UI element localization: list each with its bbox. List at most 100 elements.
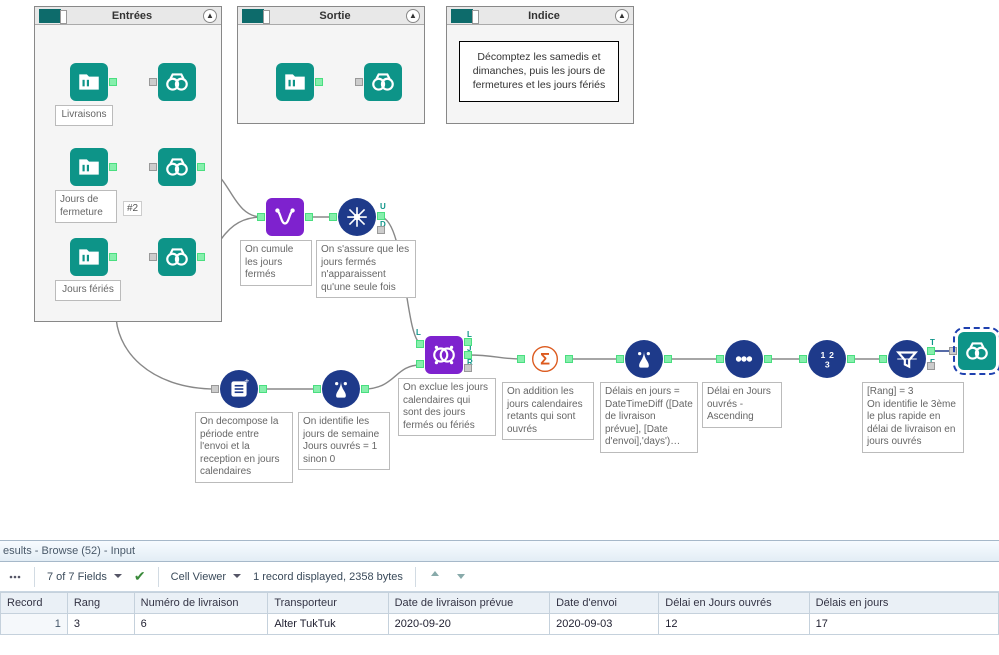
- browse-tool[interactable]: [158, 238, 196, 276]
- label-cumul: On cumule les jours fermés: [240, 240, 312, 286]
- anchor: [329, 213, 337, 221]
- anchor: [764, 355, 772, 363]
- column-header[interactable]: Date d'envoi: [550, 593, 659, 614]
- label-sum: On addition les jours calendaires retant…: [502, 382, 594, 440]
- results-table[interactable]: RecordRangNuméro de livraisonTransporteu…: [0, 592, 999, 635]
- unique-tool[interactable]: [338, 198, 376, 236]
- anchor: [416, 340, 424, 348]
- label-identify: On identifie les jours de semaine Jours …: [298, 412, 390, 470]
- cell-viewer-dropdown[interactable]: Cell Viewer: [171, 571, 241, 583]
- anchor: [109, 78, 117, 86]
- port-t: T: [930, 338, 935, 347]
- column-header[interactable]: Rang: [67, 593, 134, 614]
- anchor: [149, 163, 157, 171]
- panel-indice[interactable]: Indice ▲ Décomptez les samedis et dimanc…: [446, 6, 634, 124]
- anchor: [517, 355, 525, 363]
- panel-title: Indice: [477, 10, 611, 22]
- anchor: [109, 163, 117, 171]
- label-diff: Délais en jours = DateTimeDiff ([Date de…: [600, 382, 698, 453]
- anchor: [361, 385, 369, 393]
- generate-rows-tool[interactable]: +: [220, 370, 258, 408]
- results-toolbar: 7 of 7 Fields ✔ Cell Viewer 1 record dis…: [0, 562, 999, 592]
- anchor: [949, 347, 957, 355]
- input-tool-livraisons[interactable]: [70, 63, 108, 101]
- label-unique: On s'assure que les jours fermés n'appar…: [316, 240, 416, 298]
- label-feries: Jours fériés: [55, 280, 121, 301]
- record-id-tool[interactable]: 123: [808, 340, 846, 378]
- panel-title: Entrées: [65, 10, 199, 22]
- column-header[interactable]: Date de livraison prévue: [388, 593, 550, 614]
- column-header[interactable]: Transporteur: [268, 593, 388, 614]
- anchor: [197, 253, 205, 261]
- browse-tool[interactable]: [364, 63, 402, 101]
- svg-text:+: +: [244, 376, 249, 386]
- column-header[interactable]: Numéro de livraison: [134, 593, 268, 614]
- anchor: [716, 355, 724, 363]
- panel-icon: [451, 9, 473, 23]
- input-tool-feries[interactable]: [70, 238, 108, 276]
- union-tool[interactable]: [266, 198, 304, 236]
- browse-tool-final[interactable]: [958, 332, 996, 370]
- anchor: [927, 362, 935, 370]
- cell-viewer-label: Cell Viewer: [171, 571, 226, 583]
- column-header[interactable]: Délais en jours: [809, 593, 998, 614]
- panel-icon: [39, 9, 61, 23]
- summarize-tool[interactable]: Σ: [526, 340, 564, 378]
- table-cell[interactable]: 2020-09-03: [550, 614, 659, 635]
- panel-icon: [242, 9, 264, 23]
- anchor: [197, 163, 205, 171]
- svg-text:1: 1: [821, 350, 826, 360]
- svg-text:2: 2: [829, 350, 834, 360]
- anchor: [847, 355, 855, 363]
- filter-tool[interactable]: [888, 340, 926, 378]
- collapse-icon[interactable]: ▲: [203, 9, 217, 23]
- label-fermeture: Jours de fermeture: [55, 190, 117, 223]
- formula-tool[interactable]: [322, 370, 360, 408]
- table-cell[interactable]: 6: [134, 614, 268, 635]
- menu-icon[interactable]: [8, 570, 22, 584]
- anchor: [149, 78, 157, 86]
- join-tool[interactable]: [425, 336, 463, 374]
- table-cell[interactable]: 17: [809, 614, 998, 635]
- fields-dropdown[interactable]: 7 of 7 Fields: [47, 571, 122, 583]
- arrow-down-icon[interactable]: [454, 568, 468, 585]
- anchor: [315, 78, 323, 86]
- anchor: [109, 253, 117, 261]
- browse-tool[interactable]: [158, 148, 196, 186]
- table-cell[interactable]: 2020-09-20: [388, 614, 550, 635]
- anchor: [664, 355, 672, 363]
- port-l: L: [416, 328, 421, 337]
- output-tool[interactable]: [276, 63, 314, 101]
- column-header[interactable]: Délai en Jours ouvrés: [659, 593, 809, 614]
- anchor: [464, 351, 472, 359]
- anchor: [305, 213, 313, 221]
- collapse-icon[interactable]: ▲: [615, 9, 629, 23]
- workflow-canvas[interactable]: Entrées ▲ Sortie ▲ Indice ▲ Décomptez le…: [0, 0, 999, 540]
- label-sort: Délai en Jours ouvrés - Ascending: [702, 382, 782, 428]
- table-cell[interactable]: Alter TukTuk: [268, 614, 388, 635]
- browse-tool[interactable]: [158, 63, 196, 101]
- formula-tool-2[interactable]: [625, 340, 663, 378]
- anchor: [377, 226, 385, 234]
- label-exclude: On exclue les jours calendaires qui sont…: [398, 378, 496, 436]
- check-icon[interactable]: ✔: [134, 568, 146, 585]
- anchor: [565, 355, 573, 363]
- multi-conn-tag: #2: [123, 201, 142, 216]
- table-cell[interactable]: 3: [67, 614, 134, 635]
- svg-text:Σ: Σ: [540, 350, 550, 368]
- anchor: [355, 78, 363, 86]
- anchor: [149, 253, 157, 261]
- table-cell[interactable]: 12: [659, 614, 809, 635]
- panel-title: Sortie: [268, 10, 402, 22]
- sort-tool[interactable]: [725, 340, 763, 378]
- collapse-icon[interactable]: ▲: [406, 9, 420, 23]
- table-cell[interactable]: 1: [1, 614, 68, 635]
- anchor: [377, 212, 385, 220]
- anchor: [257, 213, 265, 221]
- input-tool-fermeture[interactable]: [70, 148, 108, 186]
- anchor: [259, 385, 267, 393]
- anchor: [464, 338, 472, 346]
- results-header[interactable]: esults - Browse (52) - Input: [0, 540, 999, 562]
- column-header[interactable]: Record: [1, 593, 68, 614]
- arrow-up-icon[interactable]: [428, 568, 442, 585]
